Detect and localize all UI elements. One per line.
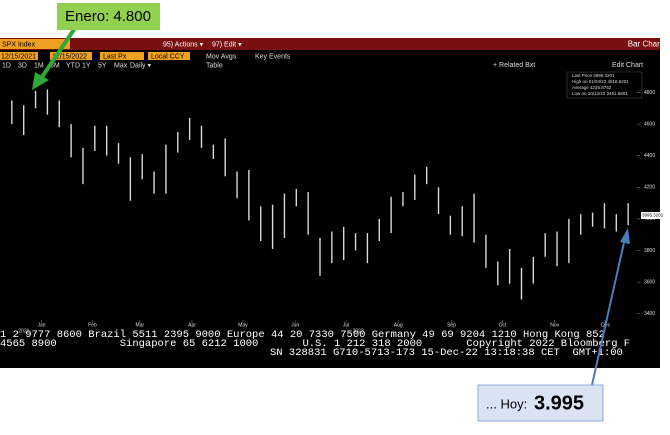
- x-tick-label: Oct: [499, 322, 507, 328]
- chart-type: Bar Chart: [628, 40, 663, 49]
- y-tick-label: 4200: [644, 185, 655, 191]
- today-box: [477, 384, 604, 422]
- arrow-january: [38, 26, 77, 82]
- start-date[interactable]: 12/15/2021: [1, 53, 36, 60]
- period-button[interactable]: 5Y: [98, 62, 107, 69]
- y-tick-label: 4800: [644, 90, 655, 96]
- edit-chart[interactable]: Edit Chart: [612, 62, 643, 69]
- y-tick-label: 4600: [644, 121, 655, 127]
- field[interactable]: Last Px: [103, 53, 127, 60]
- end-date-box[interactable]: [50, 52, 92, 60]
- last-price-box: [641, 212, 660, 219]
- today-value: 3.995: [534, 392, 584, 414]
- legend-entry: Average 4235.8762: [572, 85, 612, 90]
- actions-menu[interactable]: 95) Actions ▾: [163, 41, 204, 48]
- period-button[interactable]: Table: [206, 62, 223, 69]
- year-label: 2021: [18, 328, 29, 334]
- ticker-line: SN 328831 G710-5713-173 15-Dec-22 13:18:…: [270, 347, 623, 359]
- x-tick-label: Sep: [447, 322, 456, 328]
- y-tick-label: 3400: [644, 311, 655, 317]
- january-box: [57, 3, 160, 30]
- x-tick-label: Jan: [37, 322, 45, 328]
- mov-avgs[interactable]: Mov Avgs: [206, 53, 237, 60]
- y-tick-label: 4000: [644, 216, 655, 222]
- legend-entry: Last Price 3995.3201: [572, 73, 615, 78]
- year-label: 2022: [353, 328, 364, 334]
- period-button[interactable]: 1Y: [82, 62, 91, 69]
- legend-entry: Low on 10/12/22 3491.5801: [572, 91, 628, 96]
- end-date[interactable]: 12/15/2022: [52, 53, 87, 60]
- header-bar: [0, 38, 660, 50]
- currency[interactable]: Local CCY: [151, 53, 185, 60]
- x-tick-label: Apr: [188, 322, 196, 328]
- security-box[interactable]: [0, 39, 70, 49]
- period-button[interactable]: YTD: [66, 62, 80, 69]
- ticker: 1 2 9777 8600 Brazil 5511 2395 9000 Euro…: [0, 329, 630, 359]
- y-tick-label: 3600: [644, 279, 655, 285]
- x-tick-label: Feb: [88, 322, 97, 328]
- x-tick-label: Jun: [291, 322, 299, 328]
- january-label: Enero: 4.800: [65, 8, 151, 25]
- start-date-box[interactable]: [0, 52, 38, 60]
- ticker-line: 1 2 9777 8600 Brazil 5511 2395 9000 Euro…: [0, 329, 605, 341]
- today-prefix: ... Hoy:: [486, 396, 527, 411]
- period-button[interactable]: Max: [114, 62, 128, 69]
- x-tick-label: Jul: [343, 322, 349, 328]
- arrowhead-today: [620, 228, 630, 244]
- period-button[interactable]: 6M: [50, 62, 60, 69]
- field-box[interactable]: [100, 52, 144, 60]
- x-tick-label: Aug: [394, 322, 403, 328]
- related[interactable]: + Related Bxt: [493, 62, 535, 69]
- x-tick-label: Mar: [136, 322, 145, 328]
- y-tick-label: 3800: [644, 248, 655, 254]
- security[interactable]: SPX Index: [2, 41, 36, 48]
- arrowhead-january: [32, 72, 49, 90]
- legend-box: [566, 71, 643, 99]
- period-button[interactable]: Daily ▾: [130, 62, 152, 69]
- plot: 3400 3600 3800 4000 4200 4400 4600 4800 Jan Feb Ma…: [11, 89, 664, 334]
- x-tick-label: Nov: [550, 322, 559, 328]
- edit-menu[interactable]: 97) Edit ▾: [212, 41, 242, 48]
- period-button[interactable]: 1M: [34, 62, 44, 69]
- y-tick-label: 4400: [644, 153, 655, 159]
- period-button[interactable]: 3D: [18, 62, 27, 69]
- terminal-panel: [0, 38, 660, 368]
- last-price-label: 3995.3201: [642, 213, 664, 218]
- period-button[interactable]: 1D: [2, 62, 11, 69]
- key-events[interactable]: Key Events: [255, 53, 291, 60]
- currency-box[interactable]: [148, 52, 190, 60]
- ticker-line: 4565 8900 Singapore 65 6212 1000 U.S. 1 …: [0, 338, 630, 350]
- arrow-today: [591, 237, 626, 386]
- period-buttons: 1D 3D 1M 6M YTD 1Y 5Y Max Daily ▾ Table: [2, 62, 223, 69]
- x-tick-label: May: [238, 322, 248, 328]
- legend-entry: High on 01/04/22 4818.6201: [572, 79, 629, 84]
